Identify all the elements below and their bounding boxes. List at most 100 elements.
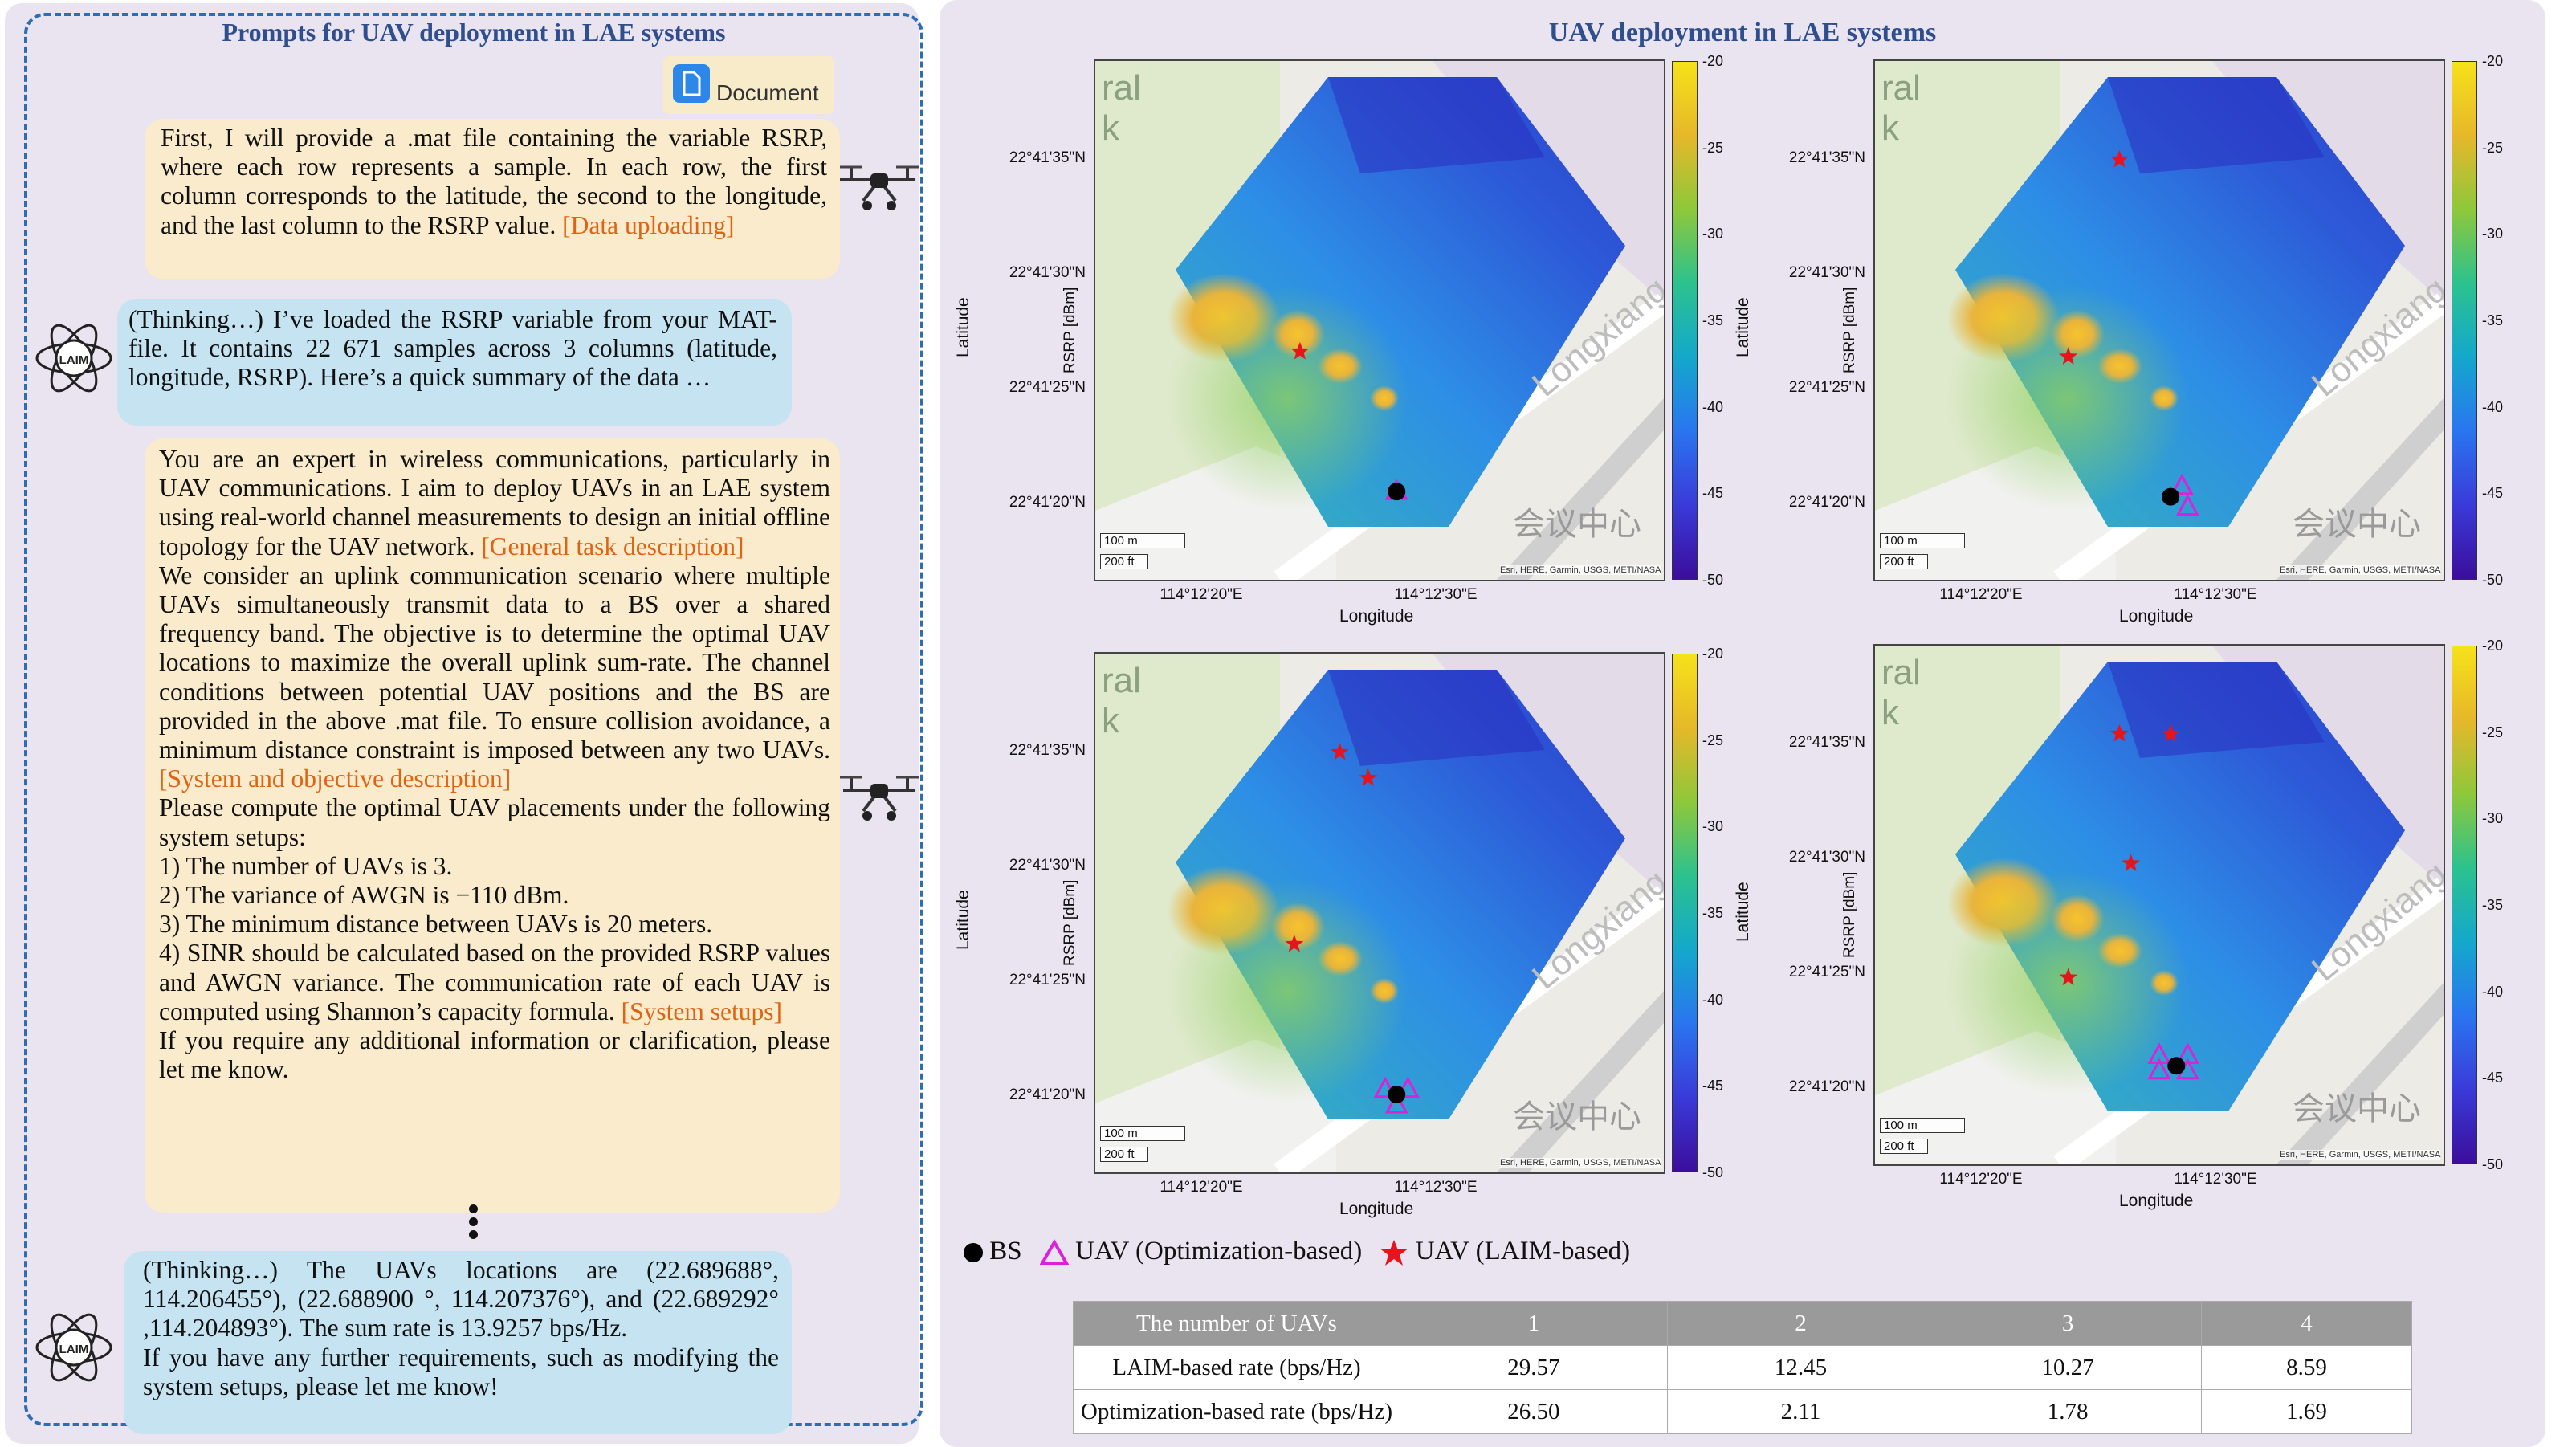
colorbar-label: RSRP [dBm]: [1062, 879, 1078, 966]
colorbar-tick-label: -25: [1702, 139, 1724, 156]
longitude-tick-label: 114°12'30"E: [1394, 586, 1478, 603]
table-cell: 12.45: [1666, 1345, 1935, 1390]
y-axis-label: Latitude: [954, 890, 972, 950]
colorbar-tick-label: -20: [1702, 646, 1724, 662]
msg1-text: First, I will provide a .mat file contai…: [161, 124, 827, 239]
uav-laim-marker: [1331, 742, 1349, 760]
document-label: Document: [716, 80, 819, 105]
colorbar-tick-label: -25: [2482, 724, 2504, 740]
legend-opt: UAV (Optimization-based): [1075, 1237, 1363, 1266]
colorbar-tick-label: -35: [1702, 905, 1724, 921]
scale-bar-meters: 100 m: [1880, 1118, 1965, 1133]
reply2-p2: If you have any further requirements, su…: [143, 1343, 779, 1400]
y-axis-label: Latitude: [1734, 882, 1752, 942]
map-label-building: 会议中心: [2293, 506, 2421, 543]
msg2-l3: 3) The minimum distance between UAVs is …: [159, 910, 713, 939]
x-axis-label: Longitude: [1339, 1200, 1414, 1218]
drone-icon: [840, 776, 919, 821]
table-cell: 10.27: [1934, 1345, 2202, 1390]
table-cell: LAIM-based rate (bps/Hz): [1073, 1345, 1400, 1390]
rsrp-map-panel: ral k Longxiang 会议中心: [1873, 644, 2455, 1173]
colorbar-tick-label: -20: [2482, 638, 2504, 654]
bs-marker-icon: [964, 1243, 983, 1263]
scale-bar-meters: 100 m: [1880, 533, 1965, 548]
colorbar-tick-label: -25: [2482, 139, 2504, 156]
map-label-ral: ral: [1881, 68, 1921, 108]
map-credit: Esri, HERE, Garmin, USGS, METI/NASA: [2280, 565, 2441, 575]
msg2-l1: 1) The number of UAVs is 3.: [159, 851, 453, 880]
colorbar-tick-label: -50: [2482, 572, 2504, 588]
rate-table: The number of UAVs 1 2 3 4 LAIM-based ra…: [1073, 1301, 2413, 1434]
msg2-tag3: [System setups]: [621, 997, 783, 1025]
left-panel-title: Prompts for UAV deployment in LAE system…: [222, 18, 726, 47]
latitude-tick-label: 22°41'30"N: [1009, 856, 1086, 874]
map-label-building: 会议中心: [1513, 1098, 1641, 1135]
legend-laim: UAV (LAIM-based): [1415, 1237, 1631, 1266]
latitude-tick-label: 22°41'20"N: [1788, 493, 1865, 511]
table-header: The number of UAVs: [1073, 1301, 1400, 1346]
latitude-tick-label: 22°41'25"N: [1788, 963, 1865, 980]
map-label-k: k: [1881, 693, 1900, 732]
msg2-p4: If you require any additional informatio…: [159, 1026, 830, 1084]
svg-text:LAIM: LAIM: [59, 353, 89, 367]
uav-laim-marker: [1290, 341, 1310, 360]
map-label-building: 会议中心: [1513, 506, 1641, 543]
rsrp-colorbar: [1672, 654, 1698, 1172]
colorbar-tick-label: -35: [2482, 897, 2504, 913]
latitude-tick-label: 22°41'20"N: [1009, 1086, 1086, 1103]
latitude-tick-label: 22°41'25"N: [1009, 378, 1086, 396]
latitude-tick-label: 22°41'35"N: [1009, 741, 1086, 759]
rsrp-map-panel: ral k Longxiang 会议中心: [1094, 652, 1675, 1181]
colorbar-tick-label: -20: [2482, 53, 2504, 69]
bs-marker: [1388, 1086, 1406, 1104]
laim-logo-icon: LAIM: [35, 324, 112, 393]
uav-laim-marker: [2161, 724, 2180, 742]
map-label-building: 会议中心: [2293, 1090, 2421, 1127]
map-label-ral: ral: [1881, 653, 1921, 692]
table-cell: Optimization-based rate (bps/Hz): [1073, 1389, 1400, 1434]
table-cell: 29.57: [1400, 1345, 1668, 1390]
scale-bar-feet: 200 ft: [1880, 554, 1928, 569]
longitude-tick-label: 114°12'30"E: [2174, 586, 2257, 603]
user-message-task: You are an expert in wireless communicat…: [145, 438, 840, 1213]
table-header: 3: [1934, 1301, 2202, 1346]
uav-optimization-marker: [1373, 1076, 1397, 1098]
bs-marker: [2162, 487, 2180, 506]
y-axis-label: Latitude: [1734, 297, 1752, 357]
legend: BS UAV (Optimization-based) UAV (LAIM-ba…: [964, 1237, 1630, 1269]
colorbar-label: RSRP [dBm]: [1841, 871, 1858, 958]
latitude-tick-label: 22°41'20"N: [1009, 493, 1086, 511]
colorbar-label: RSRP [dBm]: [1841, 287, 1858, 373]
latitude-tick-label: 22°41'30"N: [1009, 263, 1086, 281]
colorbar-tick-label: -50: [2482, 1156, 2504, 1172]
reply1-text: (Thinking…) I’ve loaded the RSRP variabl…: [128, 305, 777, 392]
latitude-tick-label: 22°41'35"N: [1788, 733, 1865, 751]
map-label-ral: ral: [1102, 68, 1141, 108]
scale-bar-meters: 100 m: [1100, 1126, 1185, 1141]
x-axis-label: Longitude: [1339, 607, 1414, 626]
bs-marker: [1388, 483, 1406, 501]
rsrp-colorbar: [2452, 61, 2477, 580]
colorbar-tick-label: -50: [1702, 572, 1724, 588]
uav-laim-marker: [2110, 149, 2129, 168]
scale-bar-feet: 200 ft: [1880, 1139, 1928, 1154]
bs-marker: [2167, 1057, 2186, 1075]
right-panel-title: UAV deployment in LAE systems: [1548, 18, 1937, 47]
uav-laim-marker: [2122, 854, 2140, 871]
colorbar-tick-label: -40: [1702, 991, 1724, 1008]
latitude-tick-label: 22°41'35"N: [1788, 149, 1865, 166]
laim-logo-icon: LAIM: [35, 1313, 112, 1382]
colorbar-tick-label: -30: [2482, 226, 2504, 243]
msg2-p1: You are an expert in wireless communicat…: [159, 445, 830, 560]
table-row: LAIM-based rate (bps/Hz) 29.57 12.45 10.…: [1073, 1345, 2413, 1390]
colorbar-tick-label: -35: [2482, 312, 2504, 328]
colorbar-tick-label: -20: [1702, 53, 1724, 69]
map-credit: Esri, HERE, Garmin, USGS, METI/NASA: [1500, 1158, 1661, 1168]
ai-reply-data-summary: (Thinking…) I’ve loaded the RSRP variabl…: [117, 299, 792, 426]
y-axis-label: Latitude: [954, 297, 972, 357]
colorbar-tick-label: -40: [2482, 983, 2504, 1000]
colorbar-tick-label: -45: [2482, 485, 2504, 502]
table-cell: 1.78: [1934, 1389, 2202, 1434]
colorbar-label: RSRP [dBm]: [1062, 287, 1078, 373]
map-label-k: k: [1881, 108, 1900, 148]
